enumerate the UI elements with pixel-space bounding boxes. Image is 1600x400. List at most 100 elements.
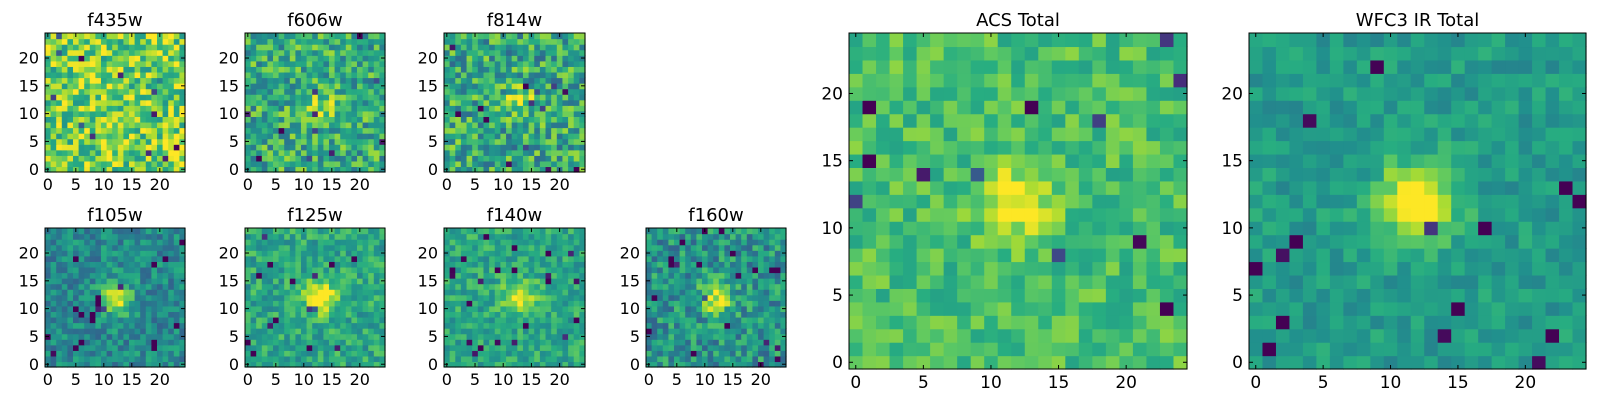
heatmap-cell <box>101 55 108 62</box>
heatmap-cell <box>455 116 462 123</box>
heatmap-cell <box>61 38 68 45</box>
heatmap-cell <box>95 244 102 251</box>
heatmap-cell <box>472 110 479 117</box>
heatmap-cell <box>89 250 96 257</box>
heatmap-cell <box>67 266 74 274</box>
heatmap-cell <box>511 105 518 112</box>
heatmap-cell <box>774 355 781 363</box>
heatmap-cell <box>1146 180 1161 195</box>
heatmap-cell <box>528 121 535 129</box>
heatmap-cell <box>101 133 108 140</box>
heatmap-cell <box>556 116 564 123</box>
heatmap-cell <box>562 261 569 268</box>
heatmap-cell <box>539 83 547 90</box>
heatmap-cell <box>273 71 280 79</box>
heatmap-cell <box>284 322 291 329</box>
heatmap-cell <box>1038 180 1053 195</box>
heatmap-cell <box>483 166 490 173</box>
heatmap-cell <box>702 305 709 312</box>
heatmap-cell <box>1078 167 1093 182</box>
heatmap-cell <box>45 44 52 51</box>
heatmap-cell <box>1132 167 1148 182</box>
heatmap-cell <box>84 344 91 351</box>
heatmap-cell <box>295 99 302 106</box>
heatmap-cell <box>329 44 336 51</box>
heatmap-cell <box>511 328 518 335</box>
heatmap-cell <box>984 167 999 182</box>
heatmap-cell <box>61 133 68 140</box>
heatmap-cell <box>45 66 52 73</box>
heatmap-cell <box>646 255 653 262</box>
heatmap-cell <box>250 228 257 235</box>
heatmap-cell <box>368 44 375 51</box>
heatmap-cell <box>511 311 518 318</box>
heatmap-cell <box>774 283 781 290</box>
heatmap-cell <box>267 322 274 329</box>
heatmap-cell <box>494 138 501 145</box>
heatmap-cell <box>73 261 80 268</box>
heatmap-cell <box>329 38 336 45</box>
heatmap-cell <box>329 160 336 168</box>
heatmap-cell <box>930 221 945 236</box>
heatmap-cell <box>106 116 113 123</box>
panel-title: f606w <box>287 10 342 31</box>
heatmap-cell <box>106 166 113 173</box>
heatmap-cell <box>449 71 456 79</box>
heatmap-cell <box>179 239 186 246</box>
heatmap-cell <box>674 316 681 324</box>
heatmap-cell <box>245 49 252 56</box>
heatmap-cell <box>662 272 669 279</box>
heatmap-cell <box>579 33 586 40</box>
heatmap-cell <box>534 77 541 84</box>
heatmap-cell <box>95 233 102 240</box>
heatmap-cell <box>112 138 119 145</box>
heatmap-cell <box>460 60 468 67</box>
heatmap-cell <box>273 278 280 285</box>
heatmap-cell <box>362 244 369 251</box>
heatmap-cell <box>256 294 263 301</box>
heatmap-cell <box>551 127 558 134</box>
heatmap-cell <box>117 228 124 235</box>
heatmap-cell <box>357 344 364 351</box>
heatmap-cell <box>312 316 319 324</box>
heatmap-cell <box>472 244 479 251</box>
heatmap-cell <box>278 60 285 67</box>
heatmap-cell <box>334 99 341 106</box>
heatmap-cell <box>95 305 102 312</box>
heatmap-cell <box>95 266 102 274</box>
heatmap-cell <box>45 49 52 56</box>
heatmap-cell <box>61 149 68 156</box>
heatmap-cell <box>117 333 124 340</box>
heatmap-cell <box>511 339 518 346</box>
heatmap-cell <box>245 328 252 335</box>
heatmap-cell <box>780 311 787 318</box>
heatmap-cell <box>123 160 130 168</box>
heatmap-cell <box>551 155 558 162</box>
heatmap-cell <box>306 272 313 279</box>
heatmap-cell <box>679 255 686 262</box>
heatmap-cell <box>157 283 164 290</box>
heatmap-cell <box>312 133 319 140</box>
heatmap-cell <box>862 180 877 195</box>
heatmap-cell <box>334 355 341 363</box>
heatmap-cell <box>477 116 485 123</box>
heatmap-cell <box>134 228 141 235</box>
heatmap-cell <box>84 99 91 106</box>
heatmap-cell <box>477 305 485 312</box>
heatmap-cell <box>769 266 776 274</box>
heatmap-cell <box>455 38 462 45</box>
heatmap-cell <box>534 350 541 357</box>
heatmap-cell <box>134 255 141 262</box>
heatmap-cell <box>534 133 541 140</box>
heatmap-cell <box>862 153 877 168</box>
heatmap-cell <box>517 266 524 274</box>
heatmap-cell <box>551 160 558 168</box>
heatmap-cell <box>368 105 375 112</box>
heatmap-cell <box>345 289 352 296</box>
heatmap-cell <box>696 244 703 251</box>
heatmap-cell <box>89 33 96 40</box>
heatmap-cell <box>134 116 141 123</box>
y-tick-label: 5 <box>428 132 438 151</box>
heatmap-cell <box>123 138 130 145</box>
